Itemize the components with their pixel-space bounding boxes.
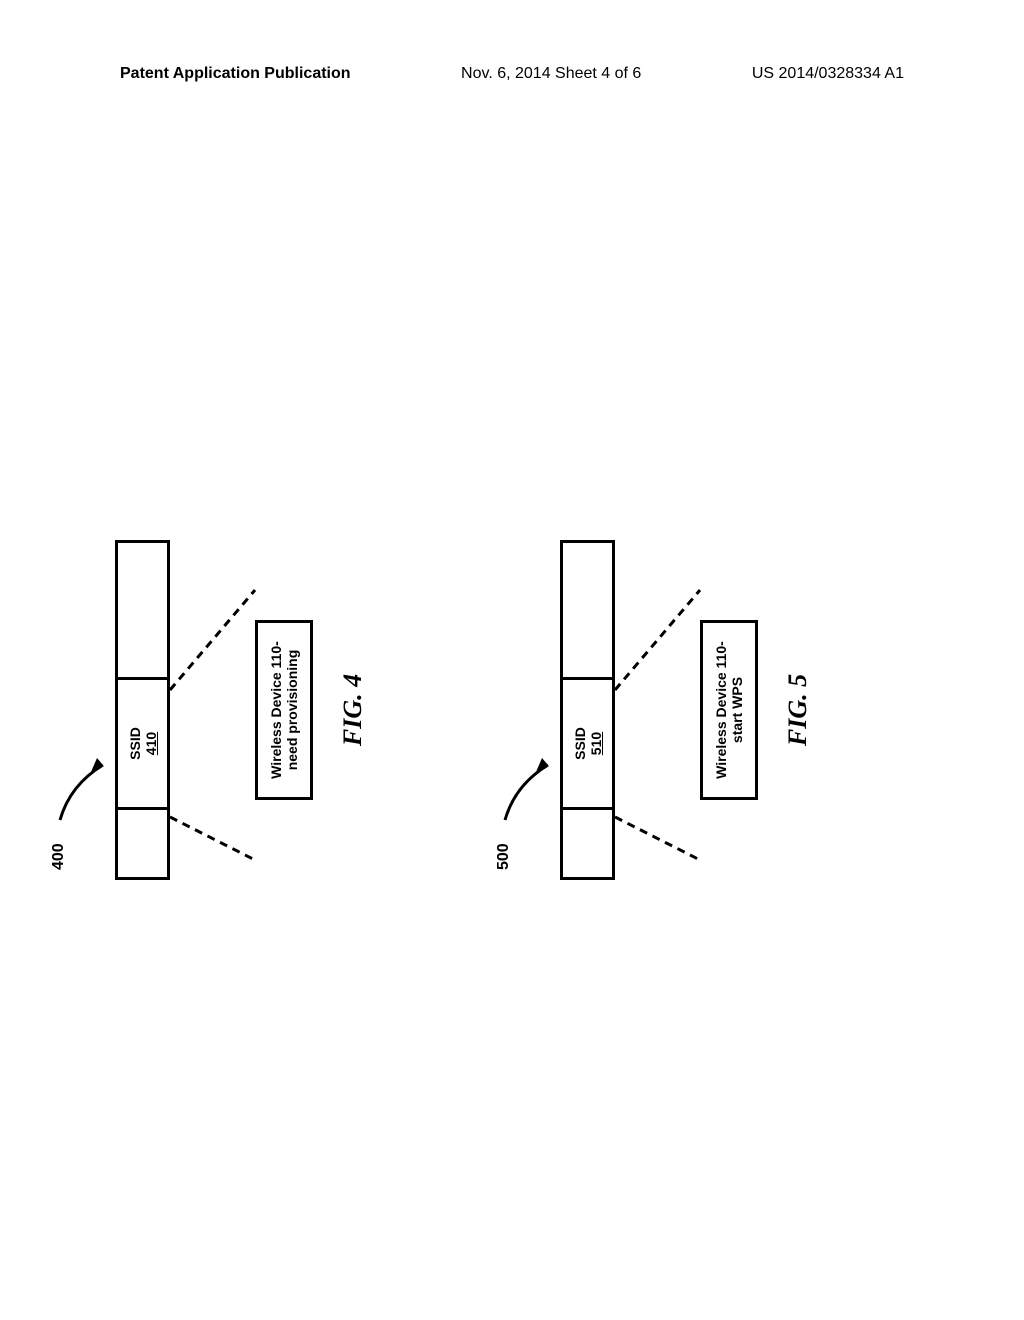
figure-4: 400 SSID 410 Wireless Device 110- need p… <box>115 530 475 890</box>
fig5-number: 500 <box>495 843 513 870</box>
arrow-icon <box>55 750 115 830</box>
fig4-detail-line1: Wireless Device 110- <box>268 641 284 779</box>
fig4-caption: FIG. 4 <box>338 674 368 746</box>
fig5-ssid-num: 510 <box>588 732 604 755</box>
fig5-ssid-segment: SSID 510 <box>563 677 612 807</box>
fig5-seg-right <box>563 543 612 677</box>
fig5-packet: SSID 510 <box>560 540 615 880</box>
page-header: Patent Application Publication Nov. 6, 2… <box>0 65 1024 83</box>
fig4-ssid-label: SSID <box>127 727 143 760</box>
fig4-seg-left <box>118 807 167 877</box>
header-right: US 2014/0328334 A1 <box>752 65 904 83</box>
fig4-detail-box: Wireless Device 110- need provisioning <box>255 620 313 800</box>
fig4-packet: SSID 410 <box>115 540 170 880</box>
header-center: Nov. 6, 2014 Sheet 4 of 6 <box>461 65 641 83</box>
fig4-ssid-num: 410 <box>143 732 159 755</box>
fig5-ssid-label: SSID <box>572 727 588 760</box>
fig4-number: 400 <box>50 843 68 870</box>
fig5-detail-box: Wireless Device 110- start WPS <box>700 620 758 800</box>
fig4-seg-right <box>118 543 167 677</box>
header-left: Patent Application Publication <box>120 65 351 83</box>
figures-container: 400 SSID 410 Wireless Device 110- need p… <box>115 150 920 890</box>
fig4-ssid-segment: SSID 410 <box>118 677 167 807</box>
fig4-detail-line2: need provisioning <box>284 641 300 779</box>
fig5-caption: FIG. 5 <box>783 674 813 746</box>
fig5-detail-line1: Wireless Device 110- <box>713 641 729 779</box>
fig5-seg-left <box>563 807 612 877</box>
arrow-icon <box>500 750 560 830</box>
fig5-detail-line2: start WPS <box>729 641 745 779</box>
figure-5: 500 SSID 510 Wireless Device 110- start … <box>560 530 920 890</box>
